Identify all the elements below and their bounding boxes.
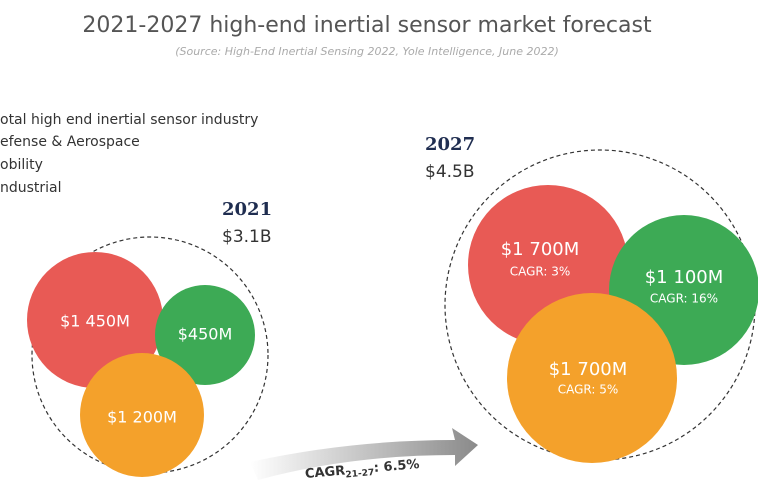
arrow-label: CAGR21-27: 6.5%	[304, 457, 420, 484]
bubble	[80, 353, 204, 477]
legend: otal high end inertial sensor industry e…	[0, 112, 258, 196]
bubble-label: $450M	[178, 325, 233, 344]
bubble-label: $1 700M	[501, 239, 580, 260]
year-label: 2021	[222, 199, 272, 220]
bubble-label: $1 200M	[107, 408, 177, 427]
legend-item: otal high end inertial sensor industry	[0, 112, 258, 128]
bubble-cagr: CAGR: 5%	[558, 383, 619, 397]
total-label: $3.1B	[222, 227, 272, 247]
arrow-label-sub: 21-27	[345, 467, 375, 479]
arrow	[250, 428, 478, 480]
bubble-label: $1 700M	[549, 359, 628, 380]
bubble-label: $1 100M	[645, 267, 724, 288]
total-label: $4.5B	[425, 162, 475, 182]
legend-item: ndustrial	[0, 180, 62, 196]
bubble-cagr: CAGR: 16%	[650, 292, 718, 306]
legend-item: obility	[0, 157, 43, 173]
source: (Source: High-End Inertial Sensing 2022,…	[175, 45, 559, 58]
arrow-label-main: CAGR	[304, 463, 345, 481]
bubble-cagr: CAGR: 3%	[510, 265, 571, 279]
legend-item: efense & Aerospace	[0, 134, 140, 150]
bubble	[155, 285, 255, 385]
bubble	[507, 293, 677, 463]
year-label: 2027	[425, 134, 475, 155]
bubble	[27, 252, 163, 388]
bubble-label: $1 450M	[60, 312, 130, 331]
arrow-label-value: : 6.5%	[373, 457, 420, 476]
title: 2021-2027 high-end inertial sensor marke…	[82, 13, 652, 38]
